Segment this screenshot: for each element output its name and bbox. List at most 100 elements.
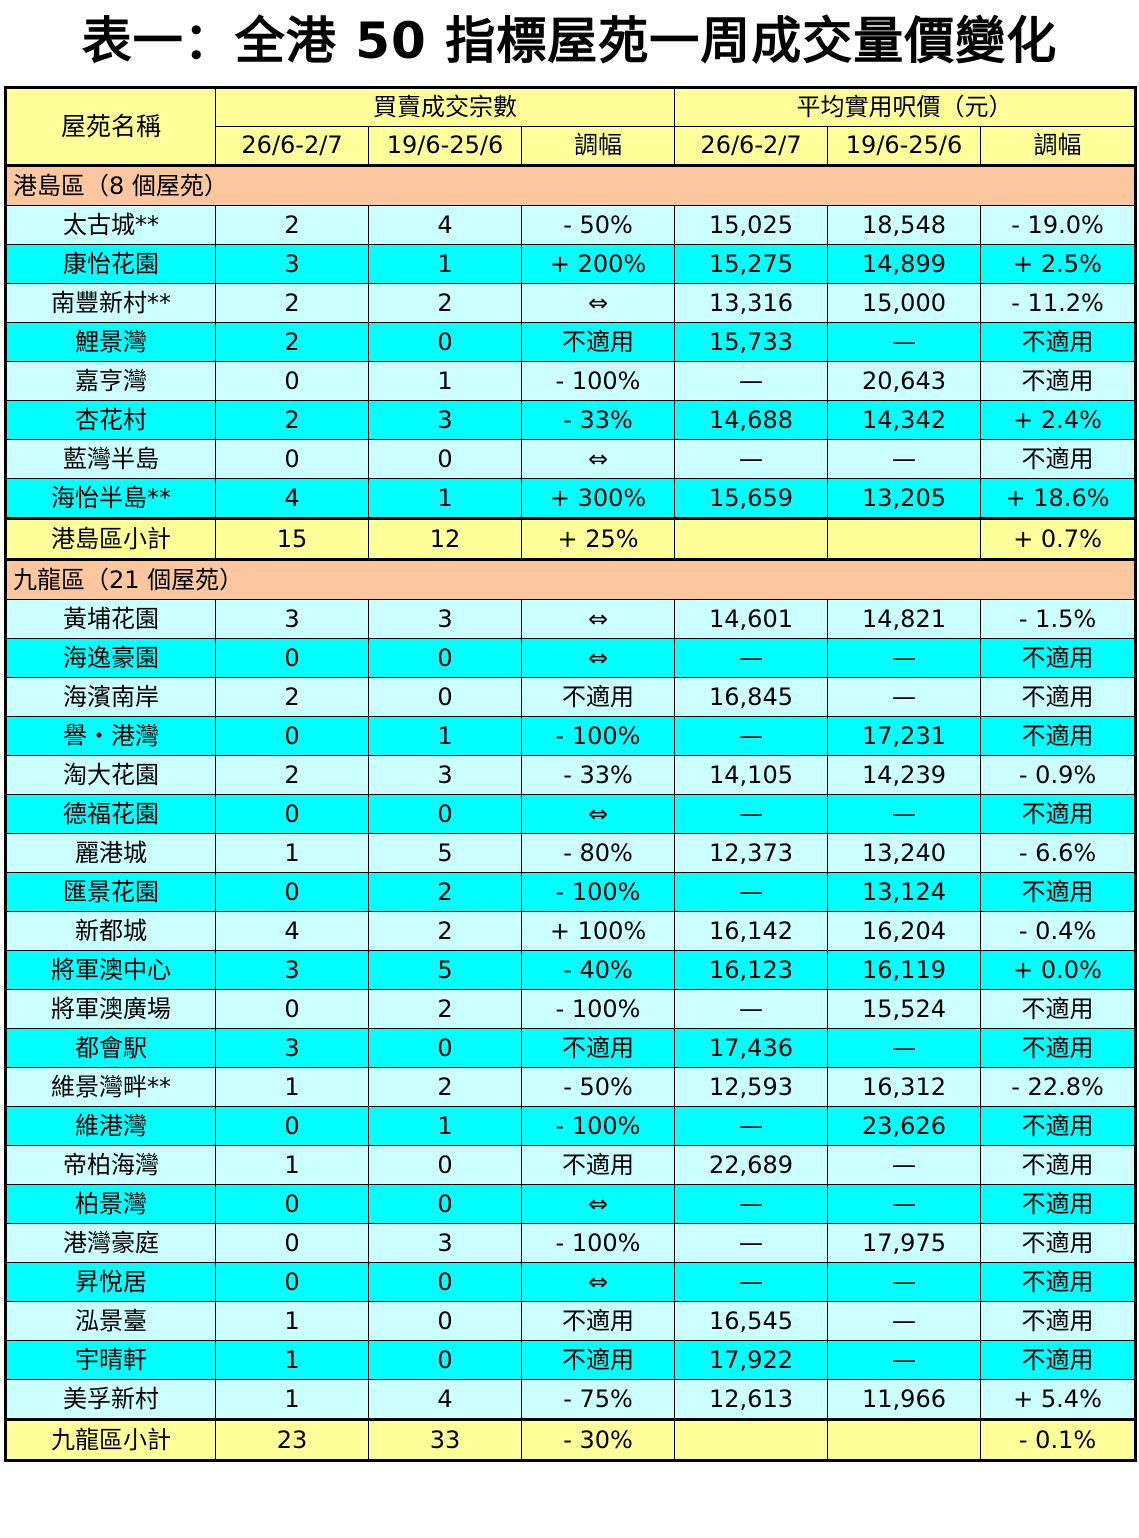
subtotal-price-current-cell xyxy=(674,1418,829,1462)
price-current-cell: — xyxy=(674,989,829,1029)
price-change-cell: 不適用 xyxy=(980,1301,1137,1341)
volume-change-cell: 不適用 xyxy=(520,322,676,362)
volume-change-cell: - 100% xyxy=(520,872,676,912)
price-current-cell: — xyxy=(674,872,829,912)
volume-previous-cell: 4 xyxy=(368,205,522,245)
header-price-group: 平均實用呎價（元） xyxy=(674,87,1137,127)
estate-name-cell: 柏景灣 xyxy=(5,1184,216,1224)
volume-previous-cell: 2 xyxy=(368,911,522,951)
estate-name-cell: 譽・港灣 xyxy=(5,716,216,756)
price-previous-cell: 13,205 xyxy=(827,478,982,519)
volume-change-cell: - 50% xyxy=(520,205,676,245)
price-current-cell: 13,316 xyxy=(674,283,829,323)
header-row-periods: 26/6-2/7 19/6-25/6 調幅 26/6-2/7 19/6-25/6… xyxy=(6,126,1137,166)
volume-current-cell: 0 xyxy=(215,1106,369,1146)
volume-current-cell: 0 xyxy=(215,1262,369,1302)
volume-current-cell: 1 xyxy=(215,1379,369,1420)
price-change-cell: 不適用 xyxy=(980,989,1137,1029)
estate-name-cell: 淘大花園 xyxy=(5,755,216,795)
volume-previous-cell: 0 xyxy=(368,322,522,362)
price-change-cell: 不適用 xyxy=(980,677,1137,717)
volume-current-cell: 1 xyxy=(215,1145,369,1185)
header-volume-previous: 19/6-25/6 xyxy=(368,126,522,166)
subtotal-volume-previous-cell: 33 xyxy=(368,1418,522,1462)
price-current-cell: 12,593 xyxy=(674,1067,829,1107)
volume-current-cell: 0 xyxy=(215,989,369,1029)
volume-change-cell: - 100% xyxy=(520,716,676,756)
estate-name-cell: 將軍澳廣場 xyxy=(5,989,216,1029)
volume-previous-cell: 0 xyxy=(368,794,522,834)
volume-current-cell: 1 xyxy=(215,1301,369,1341)
volume-change-cell: ⇔ xyxy=(520,1184,676,1224)
price-previous-cell: 14,899 xyxy=(827,244,982,284)
price-current-cell: — xyxy=(674,1184,829,1224)
price-previous-cell: — xyxy=(827,677,982,717)
volume-previous-cell: 0 xyxy=(368,1145,522,1185)
volume-previous-cell: 3 xyxy=(368,755,522,795)
subtotal-volume-previous-cell: 12 xyxy=(368,517,522,561)
estate-name-cell: 維港灣 xyxy=(5,1106,216,1146)
transaction-table: 屋苑名稱 買賣成交宗數 平均實用呎價（元） 26/6-2/7 19/6-25/6… xyxy=(4,86,1138,1462)
estate-name-cell: 帝柏海灣 xyxy=(5,1145,216,1185)
volume-current-cell: 3 xyxy=(215,599,369,639)
estate-name-cell: 杏花村 xyxy=(5,400,216,440)
price-previous-cell: — xyxy=(827,1028,982,1068)
subtotal-price-change-cell: - 0.1% xyxy=(980,1418,1137,1462)
volume-current-cell: 1 xyxy=(215,1067,369,1107)
estate-name-cell: 黃埔花園 xyxy=(5,599,216,639)
header-volume-current: 26/6-2/7 xyxy=(215,126,369,166)
volume-previous-cell: 0 xyxy=(368,1184,522,1224)
header-estate-name: 屋苑名稱 xyxy=(5,87,216,166)
volume-current-cell: 2 xyxy=(215,400,369,440)
volume-previous-cell: 0 xyxy=(368,1262,522,1302)
table-row: 海怡半島** 4 1 + 300% 15,659 13,205 + 18.6% xyxy=(5,478,1137,519)
subtotal-volume-change-cell: - 30% xyxy=(520,1418,676,1462)
price-current-cell: 17,922 xyxy=(674,1340,829,1380)
estate-name-cell: 南豐新村** xyxy=(5,283,216,323)
subtotal-volume-current-cell: 15 xyxy=(215,517,369,561)
volume-change-cell: 不適用 xyxy=(520,1028,676,1068)
table-row: 帝柏海灣 1 0 不適用 22,689— 不適用 xyxy=(5,1145,1137,1185)
district-header-row: 九龍區（21 個屋苑） xyxy=(4,558,1137,600)
volume-current-cell: 0 xyxy=(215,638,369,678)
volume-current-cell: 0 xyxy=(215,794,369,834)
header-price-change: 調幅 xyxy=(980,126,1137,166)
price-previous-cell: 20,643 xyxy=(827,361,982,401)
price-current-cell: 12,373 xyxy=(674,833,829,873)
volume-current-cell: 2 xyxy=(215,205,369,245)
price-change-cell: - 11.2% xyxy=(980,283,1137,323)
price-current-cell: 17,436 xyxy=(674,1028,829,1068)
table-row: 匯景花園 0 2- 100% —13,124 不適用 xyxy=(5,872,1137,912)
price-previous-cell: 17,975 xyxy=(827,1223,982,1263)
estate-name-cell: 海濱南岸 xyxy=(5,677,216,717)
volume-current-cell: 4 xyxy=(215,478,369,519)
volume-change-cell: ⇔ xyxy=(520,599,676,639)
price-previous-cell: — xyxy=(827,1301,982,1341)
subtotal-row: 港島區小計 15 12 + 25% + 0.7% xyxy=(5,517,1137,561)
volume-change-cell: + 200% xyxy=(520,244,676,284)
volume-current-cell: 0 xyxy=(215,716,369,756)
volume-current-cell: 3 xyxy=(215,950,369,990)
price-current-cell: 16,123 xyxy=(674,950,829,990)
volume-change-cell: - 100% xyxy=(520,361,676,401)
price-current-cell: 15,025 xyxy=(674,205,829,245)
volume-change-cell: 不適用 xyxy=(520,1340,676,1380)
estate-name-cell: 新都城 xyxy=(5,911,216,951)
price-previous-cell: 13,124 xyxy=(827,872,982,912)
volume-change-cell: + 300% xyxy=(520,478,676,519)
price-current-cell: 12,613 xyxy=(674,1379,829,1420)
volume-previous-cell: 4 xyxy=(368,1379,522,1420)
price-previous-cell: 13,240 xyxy=(827,833,982,873)
district-label: 港島區（8 個屋苑） xyxy=(4,164,1137,206)
price-current-cell: — xyxy=(674,638,829,678)
price-current-cell: 22,689 xyxy=(674,1145,829,1185)
table-row: 宇晴軒 1 0 不適用 17,922— 不適用 xyxy=(5,1340,1137,1380)
volume-change-cell: 不適用 xyxy=(520,1145,676,1185)
table-row: 譽・港灣 0 1- 100% —17,231 不適用 xyxy=(5,716,1137,756)
volume-previous-cell: 3 xyxy=(368,1223,522,1263)
price-previous-cell: 16,312 xyxy=(827,1067,982,1107)
volume-current-cell: 0 xyxy=(215,872,369,912)
price-current-cell: 14,601 xyxy=(674,599,829,639)
price-change-cell: - 1.5% xyxy=(980,599,1137,639)
volume-previous-cell: 0 xyxy=(368,638,522,678)
